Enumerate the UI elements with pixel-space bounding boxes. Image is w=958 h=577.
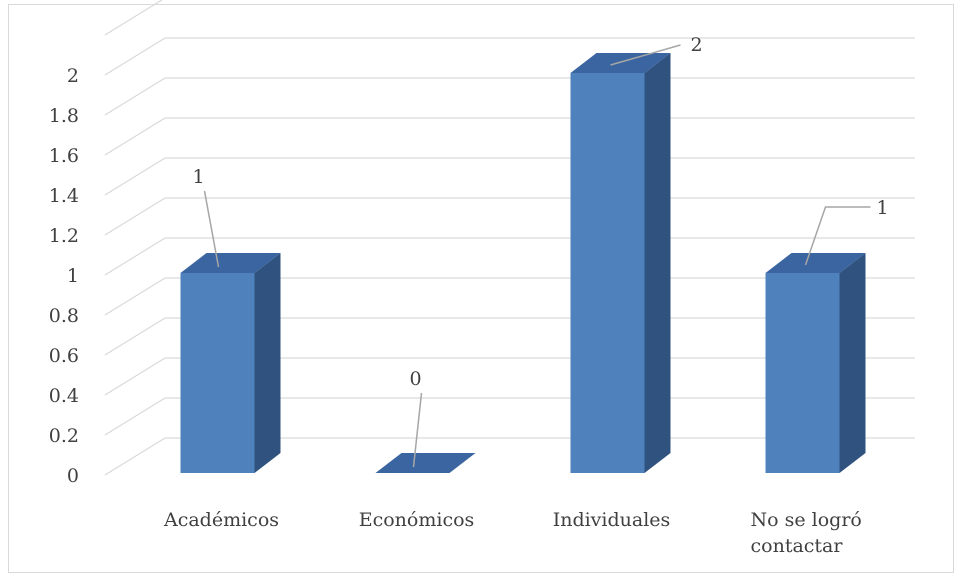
bar bbox=[765, 273, 840, 473]
leader-line bbox=[610, 44, 681, 66]
leader-line bbox=[804, 206, 871, 266]
bar-side bbox=[644, 53, 671, 473]
gridline-diag bbox=[104, 237, 166, 276]
y-tick-label: 1.6 bbox=[49, 145, 79, 167]
bar-top bbox=[765, 253, 866, 273]
gridline-diag bbox=[104, 397, 166, 436]
y-tick-label: 2 bbox=[67, 65, 79, 87]
gridline-diag bbox=[104, 77, 166, 116]
gridline-diag bbox=[104, 117, 166, 156]
bar-top bbox=[570, 53, 671, 73]
category-label: Académicos bbox=[163, 509, 279, 531]
gridline-diag bbox=[104, 37, 166, 76]
bar-top bbox=[375, 453, 476, 473]
data-label: 1 bbox=[192, 166, 204, 188]
leader-line bbox=[203, 190, 220, 268]
gridline-diag bbox=[104, 197, 166, 236]
gridline-diag bbox=[104, 437, 166, 476]
category-label: Económicos bbox=[359, 509, 475, 531]
category-label: Individuales bbox=[553, 509, 671, 531]
bar bbox=[180, 273, 255, 473]
bar-side bbox=[839, 253, 866, 473]
y-tick-label: 1.2 bbox=[49, 225, 79, 247]
category-label: contactar bbox=[751, 535, 844, 557]
data-label: 0 bbox=[409, 368, 421, 390]
gridline-diag bbox=[104, 357, 166, 396]
gridline-diag bbox=[104, 0, 163, 36]
bar-top bbox=[180, 253, 281, 273]
y-tick-label: 0.6 bbox=[49, 345, 79, 367]
gridline-diag bbox=[104, 157, 166, 196]
leader-line bbox=[412, 392, 423, 468]
data-label: 1 bbox=[877, 197, 889, 219]
y-tick-label: 0 bbox=[67, 465, 79, 487]
y-tick-label: 1.8 bbox=[49, 105, 79, 127]
y-tick-label: 1.4 bbox=[49, 185, 79, 207]
gridline-diag bbox=[104, 317, 166, 356]
gridline-diag bbox=[104, 277, 166, 316]
y-tick-label: 0.4 bbox=[49, 385, 79, 407]
bar bbox=[570, 73, 645, 473]
y-tick-label: 1 bbox=[67, 265, 79, 287]
category-label: No se logró bbox=[751, 509, 862, 531]
data-label: 2 bbox=[691, 34, 703, 56]
y-tick-label: 0.8 bbox=[49, 305, 79, 327]
y-tick-label: 0.2 bbox=[49, 425, 79, 447]
bar-side bbox=[254, 253, 281, 473]
